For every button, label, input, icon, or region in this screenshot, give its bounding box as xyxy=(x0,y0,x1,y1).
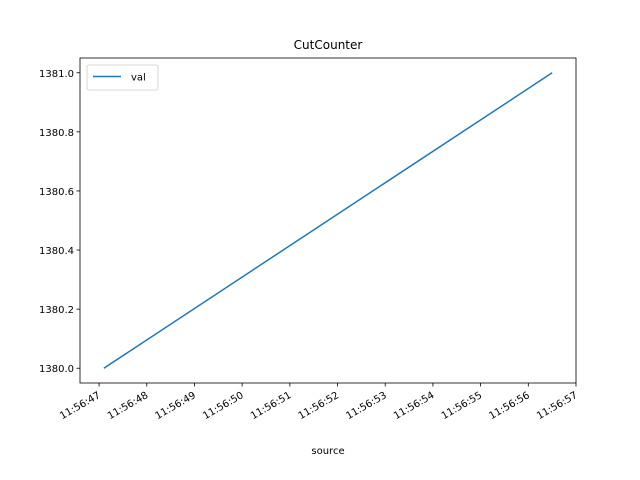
y-tick-label: 1380.0 xyxy=(39,364,74,375)
series-line-val xyxy=(103,72,553,369)
legend: val xyxy=(86,64,159,91)
y-tick-label: 1380.2 xyxy=(39,305,74,316)
plot-area xyxy=(79,57,577,384)
y-tick-label: 1380.4 xyxy=(39,246,74,257)
y-tick-label: 1380.8 xyxy=(39,128,74,139)
legend-label: val xyxy=(131,73,146,84)
y-axis: 1380.0 1380.2 1380.4 1380.6 1380.8 1381.0 xyxy=(39,69,80,375)
y-tick-label: 1381.0 xyxy=(39,69,74,80)
chart-title: CutCounter xyxy=(294,38,363,52)
plot-frame xyxy=(79,57,577,384)
y-tick-label: 1380.6 xyxy=(39,187,74,198)
legend-box xyxy=(86,64,159,91)
x-axis-label: source xyxy=(311,446,344,457)
series-layer xyxy=(103,72,553,369)
